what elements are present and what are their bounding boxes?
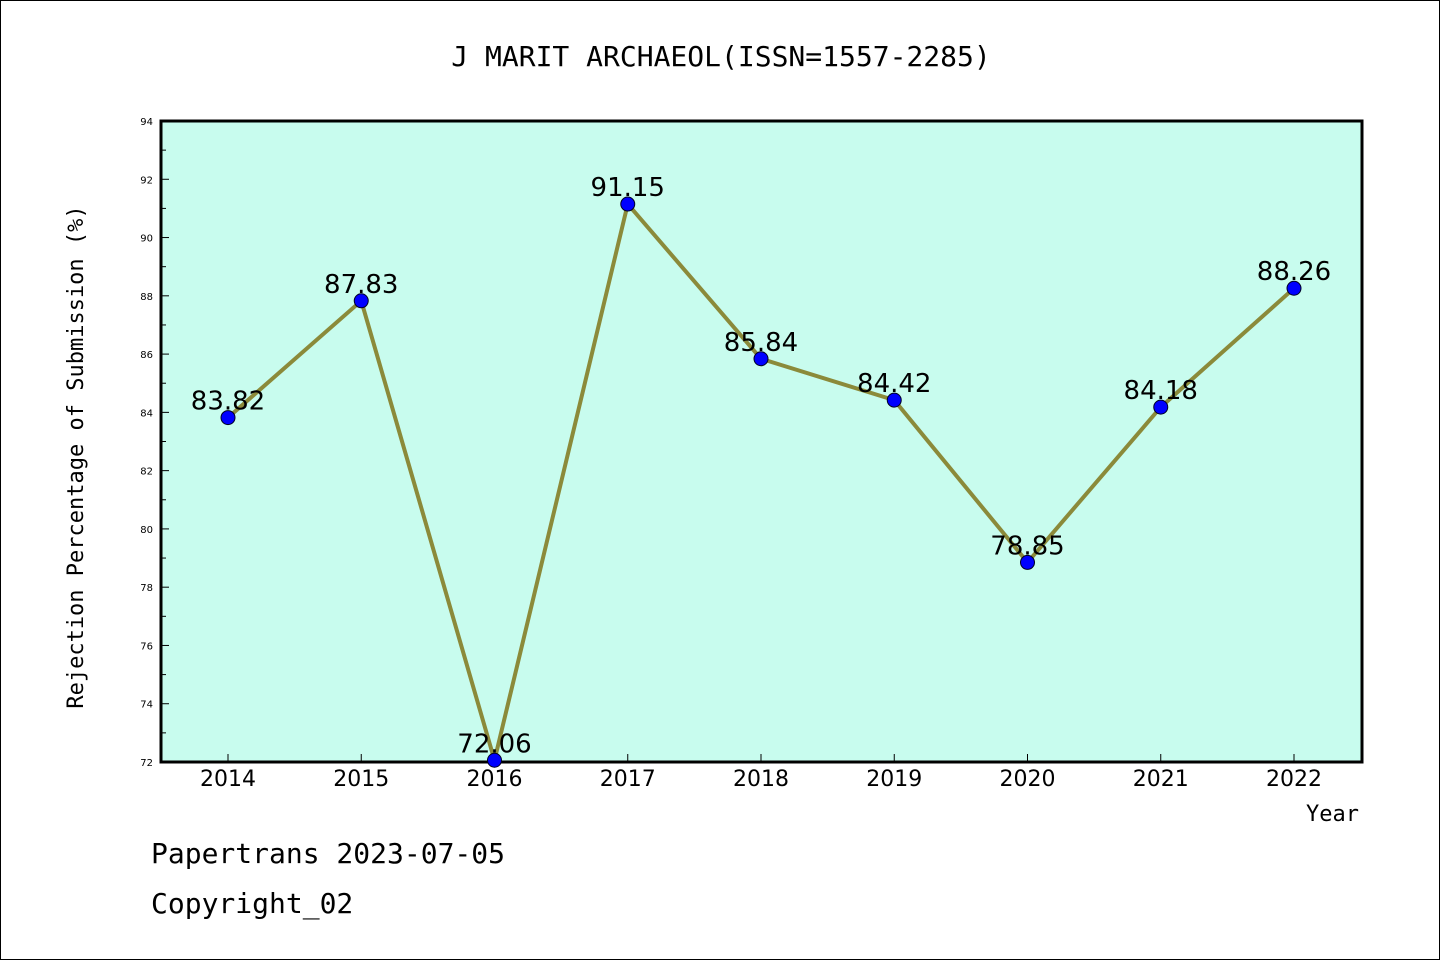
data-labels: 83.82 87.83 72.06 91.15 85.84 84.42 78.85 84.18… [191, 173, 1331, 759]
x-axis-label: Year [1306, 802, 1359, 827]
chart-title: J MARIT ARCHAEOL(ISSN=1557-2285) [451, 40, 990, 73]
data-label: 91.15 [591, 173, 665, 203]
y-tick-label: 76 [140, 641, 153, 652]
y-tick-label: 74 [140, 700, 153, 711]
data-label: 87.83 [324, 270, 398, 300]
data-label: 72.06 [457, 729, 531, 759]
x-tick-label: 2015 [333, 767, 389, 792]
data-point [1153, 399, 1169, 415]
data-point [1286, 280, 1302, 296]
data-label: 83.82 [191, 387, 265, 417]
y-tick-label: 94 [140, 117, 153, 128]
x-tick-label: 2018 [733, 767, 789, 792]
x-axis-ticks: 2014 2015 2016 2017 2018 2019 2020 2021 2022 [200, 754, 1322, 792]
data-point [1020, 554, 1035, 570]
y-tick-label: 86 [140, 350, 153, 361]
data-label: 88.26 [1257, 257, 1331, 287]
x-tick-label: 2014 [200, 767, 256, 792]
data-point [620, 196, 636, 212]
y-tick-label: 72 [140, 758, 153, 769]
x-tick-label: 2021 [1133, 767, 1189, 792]
y-tick-label: 78 [140, 583, 153, 594]
plot-area [159, 119, 1364, 764]
footer-copyright: Copyright_02 [151, 887, 354, 920]
data-point [487, 752, 502, 768]
x-tick-label: 2022 [1266, 767, 1322, 792]
data-point [353, 293, 369, 309]
data-point [886, 392, 902, 408]
x-tick-label: 2017 [600, 767, 656, 792]
x-tick-label: 2020 [1000, 767, 1056, 792]
data-label: 84.42 [857, 369, 931, 399]
data-point [753, 351, 769, 367]
y-tick-label: 82 [140, 467, 153, 478]
y-tick-label: 90 [140, 234, 153, 245]
y-tick-label: 80 [140, 525, 153, 536]
data-series [220, 196, 1302, 769]
y-tick-label: 92 [140, 175, 153, 186]
y-axis-label: Rejection Percentage of Submission (%) [64, 205, 89, 708]
data-label: 78.85 [990, 531, 1064, 561]
y-tick-label: 88 [140, 292, 153, 303]
data-label: 85.84 [724, 328, 798, 358]
y-tick-label: 84 [140, 408, 153, 419]
y-axis-ticks: 72 74 76 78 80 82 84 86 88 90 92 94 [140, 117, 169, 769]
x-tick-label: 2019 [866, 767, 922, 792]
data-point [220, 410, 236, 426]
data-label: 84.18 [1124, 376, 1198, 406]
x-tick-label: 2016 [467, 767, 523, 792]
footer-date: Papertrans 2023-07-05 [151, 837, 506, 870]
